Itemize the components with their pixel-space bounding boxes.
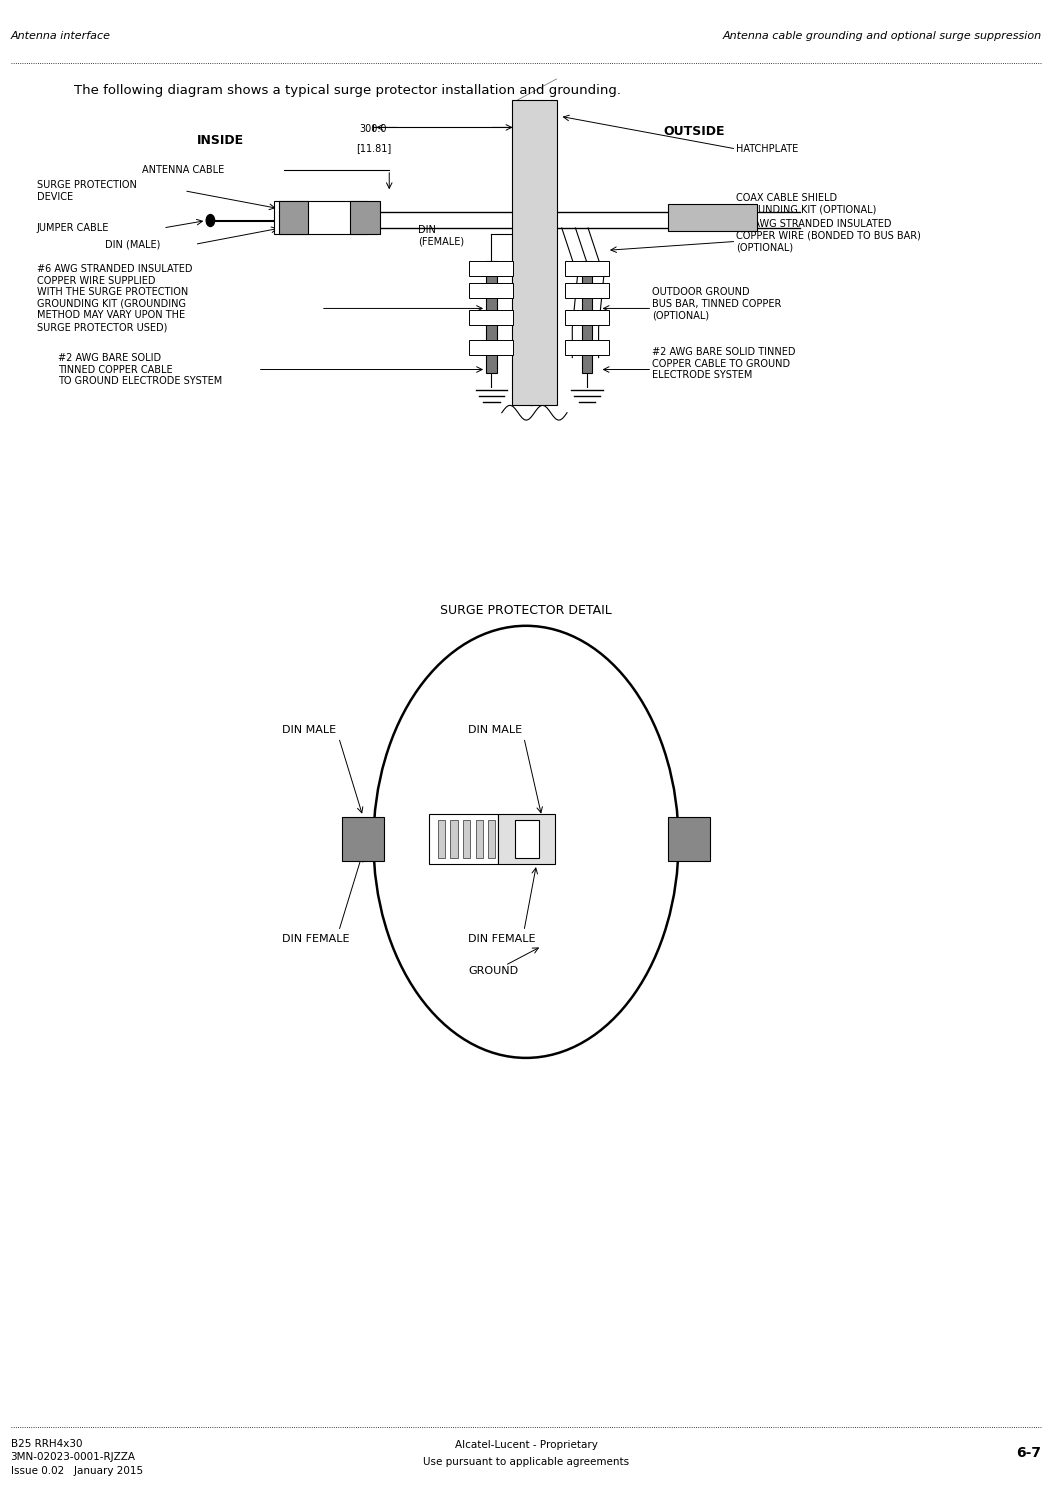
Bar bbox=[582, 261, 592, 372]
Bar bbox=[450, 820, 458, 858]
Text: HATCHPLATE: HATCHPLATE bbox=[736, 145, 798, 153]
Text: Antenna interface: Antenna interface bbox=[11, 31, 110, 40]
Text: #6 AWG STRANDED INSULATED
COPPER WIRE (BONDED TO BUS BAR)
(OPTIONAL): #6 AWG STRANDED INSULATED COPPER WIRE (B… bbox=[736, 219, 922, 252]
Text: #6 AWG STRANDED INSULATED
COPPER WIRE SUPPLIED
WITH THE SURGE PROTECTION
GROUNDI: #6 AWG STRANDED INSULATED COPPER WIRE SU… bbox=[37, 264, 193, 332]
Bar bbox=[565, 310, 609, 325]
Bar bbox=[476, 820, 483, 858]
Text: Antenna cable grounding and optional surge suppression: Antenna cable grounding and optional sur… bbox=[723, 31, 1041, 40]
Text: OUTSIDE: OUTSIDE bbox=[664, 125, 725, 137]
Circle shape bbox=[206, 215, 215, 226]
Text: GROUND: GROUND bbox=[468, 967, 519, 976]
Text: OUTDOOR GROUND
BUS BAR, TINNED COPPER
(OPTIONAL): OUTDOOR GROUND BUS BAR, TINNED COPPER (O… bbox=[652, 288, 782, 320]
Text: DIN FEMALE: DIN FEMALE bbox=[282, 934, 349, 943]
Bar bbox=[342, 817, 384, 861]
Text: Alcatel-Lucent - Proprietary: Alcatel-Lucent - Proprietary bbox=[454, 1441, 598, 1450]
Text: Use pursuant to applicable agreements: Use pursuant to applicable agreements bbox=[423, 1457, 629, 1466]
Bar bbox=[565, 261, 609, 276]
Text: DIN MALE: DIN MALE bbox=[468, 726, 522, 735]
Bar bbox=[429, 814, 498, 864]
Text: SURGE PROTECTOR DETAIL: SURGE PROTECTOR DETAIL bbox=[440, 605, 612, 617]
Bar bbox=[279, 201, 308, 234]
Bar bbox=[350, 201, 380, 234]
Bar bbox=[469, 340, 513, 355]
Text: [11.81]: [11.81] bbox=[356, 143, 391, 153]
Text: SURGE PROTECTION
DEVICE: SURGE PROTECTION DEVICE bbox=[37, 180, 137, 201]
Bar bbox=[463, 820, 470, 858]
Bar bbox=[486, 261, 497, 372]
Bar bbox=[512, 100, 557, 405]
Text: The following diagram shows a typical surge protector installation and grounding: The following diagram shows a typical su… bbox=[74, 85, 621, 97]
Bar bbox=[469, 261, 513, 276]
Text: INSIDE: INSIDE bbox=[198, 134, 244, 146]
Text: DIN (MALE): DIN (MALE) bbox=[105, 240, 161, 249]
Bar bbox=[515, 820, 539, 858]
Text: COAX CABLE SHIELD
GROUNDING KIT (OPTIONAL): COAX CABLE SHIELD GROUNDING KIT (OPTIONA… bbox=[736, 194, 876, 215]
Text: ANTENNA CABLE: ANTENNA CABLE bbox=[142, 165, 224, 174]
Text: 6-7: 6-7 bbox=[1016, 1445, 1041, 1460]
Text: DIN
(FEMALE): DIN (FEMALE) bbox=[418, 225, 464, 246]
Bar bbox=[488, 820, 495, 858]
Circle shape bbox=[373, 626, 679, 1058]
Bar bbox=[668, 204, 757, 231]
Bar bbox=[565, 340, 609, 355]
Text: DIN FEMALE: DIN FEMALE bbox=[468, 934, 535, 943]
Text: #2 AWG BARE SOLID
TINNED COPPER CABLE
TO GROUND ELECTRODE SYSTEM: #2 AWG BARE SOLID TINNED COPPER CABLE TO… bbox=[58, 353, 222, 386]
Bar bbox=[565, 283, 609, 298]
Bar bbox=[668, 817, 710, 861]
Bar bbox=[469, 310, 513, 325]
Bar bbox=[469, 283, 513, 298]
Text: B25 RRH4x30: B25 RRH4x30 bbox=[11, 1439, 82, 1448]
Bar bbox=[274, 201, 368, 234]
Text: Issue 0.02   January 2015: Issue 0.02 January 2015 bbox=[11, 1466, 143, 1475]
Text: #2 AWG BARE SOLID TINNED
COPPER CABLE TO GROUND
ELECTRODE SYSTEM: #2 AWG BARE SOLID TINNED COPPER CABLE TO… bbox=[652, 347, 795, 380]
Text: 300.0: 300.0 bbox=[360, 124, 387, 134]
Text: DIN MALE: DIN MALE bbox=[282, 726, 336, 735]
Bar bbox=[498, 814, 555, 864]
Text: JUMPER CABLE: JUMPER CABLE bbox=[37, 224, 109, 232]
Text: 3MN-02023-0001-RJZZA: 3MN-02023-0001-RJZZA bbox=[11, 1453, 136, 1462]
Bar bbox=[438, 820, 445, 858]
